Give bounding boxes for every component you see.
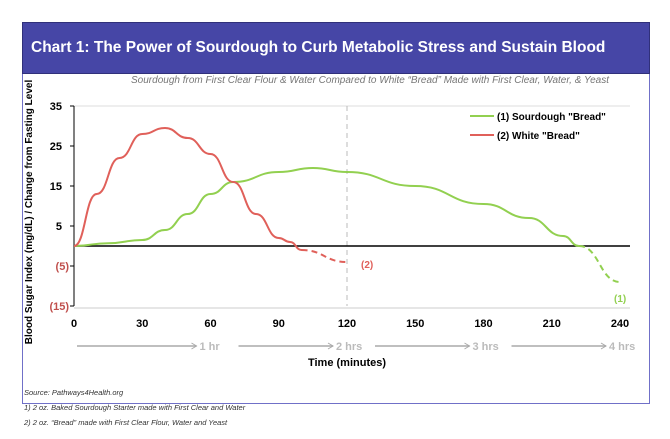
y-tick-label: 5 — [56, 221, 62, 233]
x-axis-label: Time (minutes) — [308, 357, 386, 369]
x-tick-label: 60 — [204, 318, 216, 330]
x-tick-label: 90 — [273, 318, 285, 330]
y-axis-label: Blood Sugar Index (mg/dL) / Change from … — [24, 80, 35, 345]
series-projection-2 — [301, 249, 348, 263]
chart-frame — [22, 74, 650, 404]
y-tick-label: 15 — [50, 181, 62, 193]
hour-label: 1 hr — [200, 341, 221, 353]
hour-arrowhead — [327, 342, 334, 350]
y-tick-label: 35 — [50, 101, 62, 113]
footnote-2: 2) 2 oz. “Bread” made with First Clear F… — [24, 418, 228, 427]
x-tick-label: 180 — [474, 318, 492, 330]
series-projection-1 — [578, 245, 621, 283]
legend-label-1: (1) Sourdough "Bread" — [497, 112, 606, 123]
y-tick-label: 25 — [50, 141, 62, 153]
x-tick-label: 0 — [71, 318, 77, 330]
chart-title: Chart 1: The Power of Sourdough to Curb … — [22, 22, 650, 106]
source-note: Source: Pathways4Health.org — [24, 388, 124, 397]
series-line-1 — [73, 166, 580, 247]
x-tick-label: 210 — [543, 318, 561, 330]
y-tick-label: (15) — [49, 301, 69, 313]
series-line-2 — [73, 126, 302, 251]
hour-arrowhead — [464, 342, 471, 350]
y-tick-label: (5) — [56, 261, 70, 273]
hour-label: 4 hrs — [609, 341, 635, 353]
hour-label: 3 hrs — [473, 341, 499, 353]
legend-label-2: (2) White "Bread" — [497, 131, 580, 142]
chart-subtitle: Sourdough from First Clear Flour & Water… — [131, 75, 609, 86]
x-tick-label: 240 — [611, 318, 629, 330]
footnote-1: 1) 2 oz. Baked Sourdough Starter made wi… — [24, 403, 246, 412]
x-tick-label: 120 — [338, 318, 356, 330]
hour-label: 2 hrs — [336, 341, 362, 353]
series-end-label-1: (1) — [614, 294, 626, 305]
x-tick-label: 150 — [406, 318, 424, 330]
hour-arrowhead — [191, 342, 198, 350]
hour-arrowhead — [600, 342, 607, 350]
series-end-label-2: (2) — [361, 260, 373, 271]
x-tick-label: 30 — [136, 318, 148, 330]
